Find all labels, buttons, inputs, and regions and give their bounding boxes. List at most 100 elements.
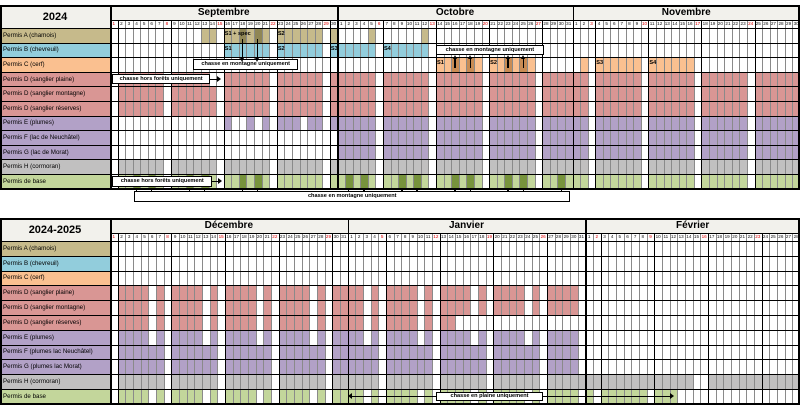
grid-line-vertical xyxy=(309,233,311,404)
grid-line-vertical xyxy=(231,20,233,189)
grid-line-vertical xyxy=(618,20,620,189)
grid-line-vertical xyxy=(746,20,748,189)
fill-segment xyxy=(329,174,338,189)
day-number: 10 xyxy=(180,234,186,239)
day-number: 15 xyxy=(679,21,686,26)
annotation-box: chasse hors forêts uniquement xyxy=(112,73,211,85)
fill-segment xyxy=(263,300,271,315)
fill-segment xyxy=(595,159,641,174)
row-label: Permis D (sanglier plaine) xyxy=(0,285,110,301)
day-number: 5 xyxy=(618,234,622,239)
day-number: 10 xyxy=(417,234,424,239)
grid-line-vertical xyxy=(516,233,518,404)
grid-line-vertical xyxy=(527,20,529,189)
grid-line-horizontal xyxy=(0,315,800,316)
grid-line-vertical xyxy=(263,233,265,404)
grid-line-vertical xyxy=(314,20,316,189)
grid-line-vertical xyxy=(443,20,445,189)
grid-line-vertical xyxy=(692,233,694,404)
day-number: 8 xyxy=(393,21,396,26)
grid-line-vertical xyxy=(179,233,180,404)
grid-line-vertical xyxy=(524,233,525,404)
day-number: 20 xyxy=(717,21,723,26)
day-number: 24 xyxy=(762,234,769,239)
fill-segment xyxy=(347,344,379,360)
grid-line-vertical xyxy=(386,233,387,404)
day-number: 17 xyxy=(471,234,477,239)
fill-segment xyxy=(436,130,482,145)
day-number: 9 xyxy=(173,21,176,26)
day-number: 7 xyxy=(385,21,389,26)
grid-line-vertical xyxy=(701,20,703,189)
grid-line-horizontal xyxy=(0,241,800,242)
day-number: 11 xyxy=(649,21,655,26)
day-number: 25 xyxy=(520,21,526,26)
day-number: 28 xyxy=(315,21,322,26)
annotation-arrow-line xyxy=(212,180,220,182)
grid-line-vertical xyxy=(542,20,544,189)
fill-segment xyxy=(170,101,217,116)
fill-segment xyxy=(701,101,747,116)
day-number: 23 xyxy=(278,21,284,26)
fill-segment xyxy=(701,86,747,101)
fill-segment xyxy=(329,115,338,131)
grid-line-vertical xyxy=(317,233,318,404)
fill-segment xyxy=(648,86,694,101)
grid-line-vertical xyxy=(370,233,372,404)
fill-segment xyxy=(278,389,310,404)
fill-segment xyxy=(332,329,348,345)
grid-line-vertical xyxy=(133,233,134,404)
fill-segment xyxy=(585,374,693,389)
day-number: 26 xyxy=(528,21,534,26)
grid-line-vertical xyxy=(663,20,665,189)
day-number: 23 xyxy=(740,21,746,26)
day-number: 2 xyxy=(347,21,351,26)
grid-line-vertical xyxy=(554,233,556,404)
day-number: 15 xyxy=(218,234,224,239)
grid-line-horizontal xyxy=(0,57,800,59)
fill-segment xyxy=(370,285,379,301)
grid-line-vertical xyxy=(393,233,395,404)
fill-segment xyxy=(648,101,694,116)
row-label: Permis E (plumes) xyxy=(0,115,110,131)
fill-segment xyxy=(263,285,271,301)
grid-line-vertical xyxy=(156,233,157,404)
day-number: 19 xyxy=(249,234,255,239)
day-number: 10 xyxy=(641,21,648,26)
grid-line-vertical xyxy=(754,233,755,404)
grid-line-vertical xyxy=(324,233,326,404)
day-number: 28 xyxy=(543,21,549,26)
fill-segment xyxy=(278,300,310,315)
fill-segment xyxy=(382,71,429,87)
fill-segment xyxy=(489,101,535,116)
fill-segment xyxy=(317,389,325,404)
special-day-fill xyxy=(451,174,459,189)
grid-line-vertical xyxy=(286,233,288,404)
fill-segment xyxy=(701,174,747,189)
fill-segment xyxy=(370,300,379,315)
special-day-fill xyxy=(519,174,528,189)
up-arrow-icon xyxy=(467,55,472,60)
annotation-arrow-line xyxy=(257,187,259,193)
row-label: Permis D (sanglier plaine) xyxy=(0,71,110,87)
day-number: 1 xyxy=(350,234,353,239)
grid-line-vertical xyxy=(148,233,150,404)
grid-line-vertical xyxy=(223,20,225,189)
grid-line-vertical xyxy=(557,20,559,189)
grid-line-vertical xyxy=(140,233,142,404)
grid-line-vertical xyxy=(784,233,786,404)
grid-line-vertical xyxy=(170,20,172,189)
day-number: 12 xyxy=(670,234,677,239)
grid-line-horizontal xyxy=(110,20,800,21)
grid-line-horizontal xyxy=(0,71,800,73)
grid-line-vertical xyxy=(473,20,475,189)
special-day-fill xyxy=(504,174,512,189)
grid-line-vertical xyxy=(746,233,748,404)
day-number: 13 xyxy=(678,234,684,239)
grid-line-vertical xyxy=(631,233,633,404)
fill-segment xyxy=(436,144,482,160)
day-number: 4 xyxy=(610,234,614,239)
fill-segment xyxy=(209,300,218,315)
fill-segment xyxy=(572,115,588,131)
grid-line-vertical xyxy=(163,20,165,189)
